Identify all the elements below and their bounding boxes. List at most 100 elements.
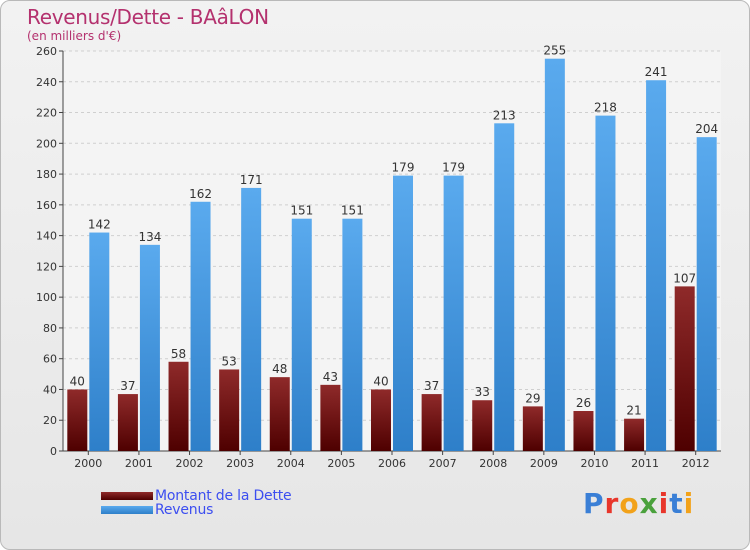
proxiti-logo: Proxiti — [583, 487, 694, 520]
value-label-dette: 26 — [576, 396, 591, 410]
data-labels: 40 142 37 134 58 162 53 171 48 151 43 151 40 179 37 179… — [70, 44, 718, 418]
value-label-revenus: 218 — [594, 101, 617, 115]
legend-swatch-revenus — [101, 506, 153, 514]
x-tick-label: 2002 — [176, 457, 204, 470]
x-tick-label: 2012 — [682, 457, 710, 470]
x-tick-label: 2001 — [125, 457, 153, 470]
value-label-dette: 48 — [272, 362, 287, 376]
bar-dette — [421, 394, 442, 451]
value-label-revenus: 179 — [442, 161, 465, 175]
bar-revenus — [595, 115, 616, 451]
x-tick-label: 2008 — [479, 457, 507, 470]
logo-letter: i — [683, 487, 695, 520]
y-tick-label: 0 — [50, 445, 57, 458]
value-label-revenus: 162 — [189, 187, 212, 201]
grid — [63, 50, 721, 452]
bar-dette — [269, 377, 290, 451]
legend-label-revenus: Revenus — [155, 502, 214, 518]
bar-revenus — [494, 123, 515, 452]
bar-revenus — [89, 232, 110, 451]
bar-dette — [674, 286, 695, 451]
bar-dette — [522, 406, 543, 451]
value-label-revenus: 134 — [138, 230, 161, 244]
value-label-dette: 58 — [171, 347, 186, 361]
x-tick-label: 2010 — [580, 457, 608, 470]
value-label-revenus: 171 — [240, 173, 263, 187]
bar-dette — [168, 361, 189, 451]
value-label-dette: 37 — [424, 379, 439, 393]
bar-dette — [219, 369, 240, 451]
value-label-dette: 43 — [323, 370, 338, 384]
value-label-dette: 29 — [525, 391, 540, 405]
bars — [67, 58, 717, 452]
bar-dette — [472, 400, 493, 451]
x-tick-label: 2003 — [226, 457, 254, 470]
value-label-dette: 53 — [222, 354, 237, 368]
value-label-dette: 33 — [475, 385, 490, 399]
bar-revenus — [443, 175, 464, 451]
x-tick-label: 2004 — [277, 457, 305, 470]
chart-subtitle: (en milliers d'€) — [27, 29, 122, 43]
bar-dette — [117, 394, 138, 451]
bar-revenus — [291, 218, 312, 451]
bar-revenus — [241, 187, 262, 451]
y-tick-label: 180 — [36, 168, 57, 181]
legend-swatch-dette — [101, 492, 153, 500]
value-label-revenus: 241 — [645, 65, 668, 79]
y-tick-label: 220 — [36, 107, 57, 120]
value-label-revenus: 213 — [493, 108, 516, 122]
y-tick-label: 140 — [36, 230, 57, 243]
y-tick-label: 240 — [36, 76, 57, 89]
plot-area — [63, 51, 721, 451]
legend-item-dette: Montant de la Dette — [101, 487, 292, 505]
bar-dette — [573, 411, 594, 451]
value-label-dette: 107 — [673, 271, 696, 285]
value-label-revenus: 142 — [88, 218, 111, 232]
value-label-revenus: 151 — [341, 204, 364, 218]
bar-dette — [624, 418, 645, 451]
x-tick-label: 2000 — [74, 457, 102, 470]
bar-revenus — [342, 218, 363, 451]
x-tick-label: 2009 — [530, 457, 558, 470]
logo-letter: o — [619, 487, 640, 520]
y-tick-label: 60 — [43, 353, 57, 366]
logo-letter: i — [658, 487, 670, 520]
bar-revenus — [190, 201, 211, 451]
axes: 0 20 40 60 80 100 120 140 160 180 200 220 240 260 2000… — [36, 45, 721, 470]
bar-revenus — [139, 244, 160, 451]
bar-revenus — [544, 58, 565, 451]
x-tick-label: 2007 — [429, 457, 457, 470]
y-tick-label: 200 — [36, 137, 57, 150]
value-label-revenus: 151 — [290, 204, 313, 218]
y-tick-label: 260 — [36, 45, 57, 58]
logo-letter: x — [639, 487, 659, 520]
bar-revenus — [646, 80, 667, 451]
bar-dette — [67, 389, 88, 451]
legend-item-revenus: Revenus — [101, 501, 213, 519]
y-tick-label: 120 — [36, 260, 57, 273]
value-label-revenus: 179 — [392, 161, 415, 175]
value-label-dette: 40 — [373, 374, 388, 388]
x-tick-label: 2011 — [631, 457, 659, 470]
logo-letter: P — [583, 487, 605, 520]
bar-dette — [371, 389, 391, 451]
logo-letter: t — [669, 487, 684, 520]
x-tick-label: 2005 — [327, 457, 355, 470]
y-tick-label: 40 — [43, 383, 57, 396]
legend-label-dette: Montant de la Dette — [155, 488, 292, 504]
value-label-dette: 21 — [626, 404, 641, 418]
y-tick-label: 100 — [36, 291, 57, 304]
bar-revenus — [393, 175, 413, 451]
value-label-dette: 37 — [120, 379, 135, 393]
chart-title: Revenus/Dette - BAâLON — [27, 5, 269, 29]
value-label-revenus: 204 — [695, 122, 718, 136]
bar-revenus — [696, 137, 717, 451]
value-label-revenus: 255 — [543, 44, 566, 58]
y-tick-label: 80 — [43, 322, 57, 335]
value-label-dette: 40 — [70, 374, 85, 388]
logo-letter: r — [604, 487, 620, 520]
bar-dette — [320, 384, 341, 451]
y-tick-label: 20 — [43, 414, 57, 427]
